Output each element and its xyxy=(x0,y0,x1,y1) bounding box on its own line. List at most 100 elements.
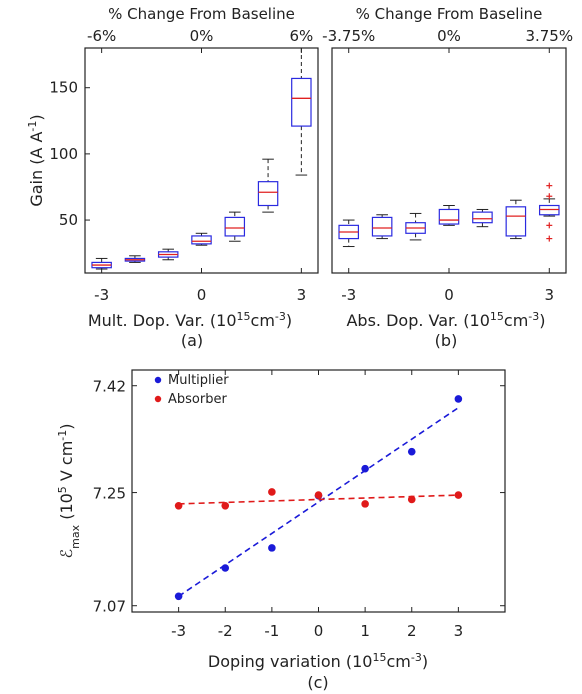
data-point xyxy=(407,447,416,456)
x-label-end: ) xyxy=(422,652,428,671)
box-iqr xyxy=(224,216,246,237)
y-label-sub: max xyxy=(69,524,82,548)
x-tick-label: 0 xyxy=(444,286,454,304)
box-iqr xyxy=(257,181,279,207)
outlier-marker xyxy=(546,182,553,189)
box-item xyxy=(157,248,179,261)
x-label-sup: 15 xyxy=(237,310,251,323)
x-label-sup2: -3 xyxy=(411,651,422,664)
x-label-text: Mult. Dop. Var. (10 xyxy=(88,311,237,330)
data-point xyxy=(221,501,230,510)
y-label-sup: 5 xyxy=(56,486,69,493)
x-label-end: ) xyxy=(286,311,292,330)
x-tick-label: 0 xyxy=(314,622,324,640)
y-axis-label: ℰmax (105 V cm-1) xyxy=(56,423,82,558)
box-item xyxy=(91,257,112,270)
y-tick-label: 100 xyxy=(49,145,78,163)
data-point xyxy=(221,564,230,572)
x-tick-label: 3 xyxy=(454,622,464,640)
x-label-sup: 15 xyxy=(372,651,386,664)
box-iqr xyxy=(191,235,212,245)
x-label-sup2: -3 xyxy=(528,310,539,323)
data-point xyxy=(314,491,323,499)
x-label-text: Abs. Dop. Var. (10 xyxy=(346,311,489,330)
x-label-tail: cm xyxy=(251,311,275,330)
box-iqr xyxy=(472,211,493,224)
top-tick-label: 0% xyxy=(437,27,461,45)
data-point xyxy=(454,395,463,403)
top-tick-label: 6% xyxy=(289,27,313,45)
x-tick-label: 3 xyxy=(297,286,307,304)
x-axis-label: Abs. Dop. Var. (1015cm-3) xyxy=(346,310,545,331)
series-absorber xyxy=(174,488,463,510)
data-point xyxy=(361,464,369,473)
box-item xyxy=(472,208,493,228)
data-point xyxy=(174,501,183,510)
outlier-marker xyxy=(546,193,553,200)
panel-b: % Change From Baseline-3.75% 0% 3.75%-3 0 3A… xyxy=(322,5,573,350)
panel-label: (a) xyxy=(181,331,203,350)
panel-label: (b) xyxy=(435,331,458,350)
box-iqr xyxy=(438,208,460,225)
top-tick-label: 3.75% xyxy=(525,27,573,45)
y-tick-label: 50 xyxy=(59,211,78,229)
box-iqr xyxy=(291,77,312,127)
x-label-tail: cm xyxy=(386,652,410,671)
data-point xyxy=(268,488,276,496)
y-axis-label: Gain (A A-1) xyxy=(26,114,47,206)
x-tick-label: -2 xyxy=(218,622,233,640)
panel-c: -3 -2 -1 0 1 2 3 7.07 7.25 7.42 Multiplier Absorber… xyxy=(56,369,506,692)
data-point xyxy=(361,500,369,508)
box-iqr xyxy=(538,204,560,216)
y-label-sup2: -1 xyxy=(56,430,69,441)
x-tick-label: 1 xyxy=(360,622,370,640)
x-tick-label: -1 xyxy=(264,622,279,640)
x-tick-label: -3 xyxy=(94,286,109,304)
panel-a: % Change From Baseline -6% 0% 6% -3 0 3 50 100 15… xyxy=(26,5,319,350)
data-point xyxy=(454,491,463,499)
box-iqr xyxy=(371,216,393,237)
x-tick-label: 2 xyxy=(407,622,417,640)
outlier-marker xyxy=(546,222,553,229)
x-label-text: Doping variation (10 xyxy=(208,652,373,671)
legend-marker xyxy=(154,376,162,384)
top-axis-title: % Change From Baseline xyxy=(108,5,295,23)
y-label-symbol: ℰ xyxy=(57,549,76,559)
box-item xyxy=(538,198,560,217)
box-item xyxy=(257,158,279,213)
y-tick-label: 7.42 xyxy=(93,378,126,396)
box-item xyxy=(291,47,312,176)
y-tick-label: 7.07 xyxy=(93,598,126,616)
x-tick-label: -3 xyxy=(171,622,186,640)
y-tick-label: 150 xyxy=(49,79,78,97)
y-label-sup: -1 xyxy=(26,121,39,132)
top-tick-label: -6% xyxy=(87,27,116,45)
x-label-tail: cm xyxy=(504,311,528,330)
legend-marker xyxy=(154,395,162,403)
x-tick-label: 3 xyxy=(545,286,555,304)
x-axis-label: Doping variation (1015cm-3) xyxy=(208,651,428,672)
box-item xyxy=(438,205,460,226)
box-item xyxy=(505,199,527,240)
legend-label: Absorber xyxy=(168,392,227,407)
data-point xyxy=(268,544,276,552)
top-axis-title: % Change From Baseline xyxy=(356,5,543,23)
outlier-marker xyxy=(546,235,553,242)
y-tick-label: 7.25 xyxy=(93,485,126,503)
plot-frame xyxy=(84,47,319,274)
y-label-text: (10 xyxy=(57,493,76,525)
legend: Multiplier Absorber xyxy=(154,373,229,407)
y-label-mid: V cm xyxy=(57,441,76,487)
y-label-text: Gain (A A xyxy=(27,132,46,207)
box-item xyxy=(224,211,246,242)
x-axis-label: Mult. Dop. Var. (1015cm-3) xyxy=(88,310,292,331)
box-iqr xyxy=(505,206,527,237)
x-tick-label: 0 xyxy=(197,286,207,304)
box-item xyxy=(124,255,146,263)
y-label-end: ) xyxy=(27,114,46,120)
data-point xyxy=(174,592,183,601)
top-tick-label: -3.75% xyxy=(322,27,375,45)
data-point xyxy=(407,495,416,504)
plot-frame xyxy=(331,47,567,274)
box-item xyxy=(191,232,212,246)
